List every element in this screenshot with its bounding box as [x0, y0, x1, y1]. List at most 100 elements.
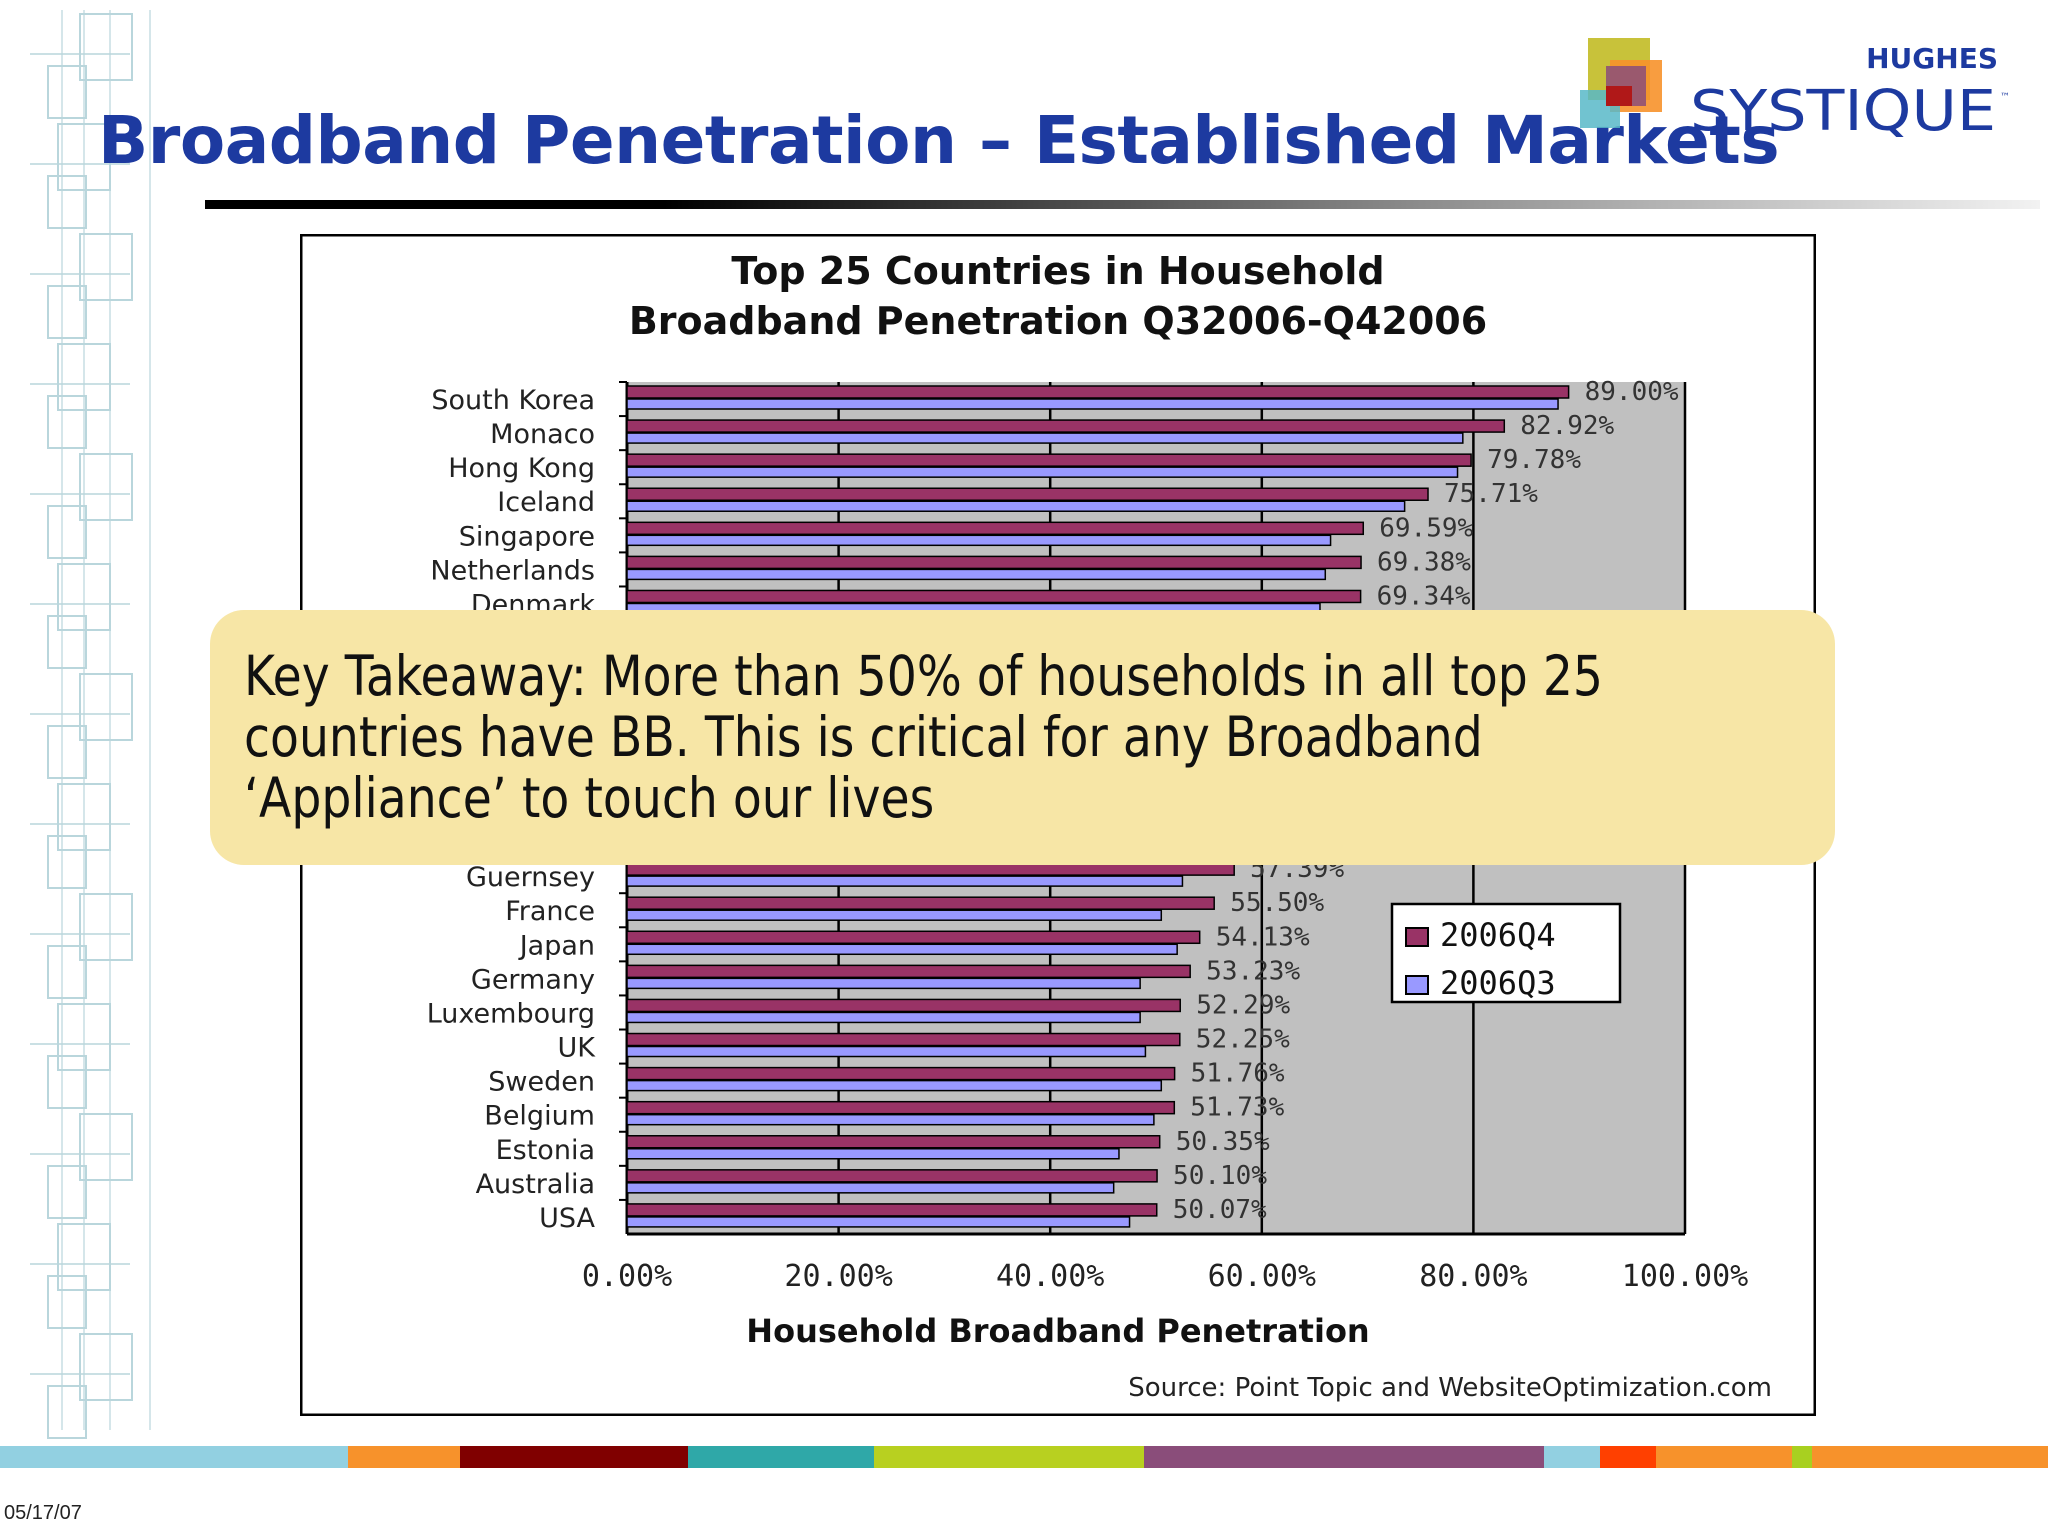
bar-2006q3 — [626, 1079, 1163, 1092]
stripe-segment — [1812, 1446, 2048, 1468]
legend-label: 2006Q3 — [1440, 964, 1556, 1002]
data-label: 55.50% — [1230, 888, 1324, 918]
data-label: 54.13% — [1216, 922, 1310, 952]
logo-top-text: HUGHES — [1866, 42, 1998, 75]
bar-2006q3 — [626, 909, 1163, 921]
bar-2006q4 — [626, 521, 1365, 536]
category-label: Guernsey — [466, 862, 595, 893]
deco-square — [79, 453, 133, 521]
bar-2006q3 — [626, 1182, 1115, 1194]
deco-square — [47, 725, 87, 779]
bar-2006q3 — [626, 875, 1184, 887]
deco-square — [47, 1275, 87, 1329]
chart-title-line: Broadband Penetration Q32006-Q42006 — [629, 299, 1487, 343]
category-label: Netherlands — [430, 555, 595, 586]
data-label: 51.73% — [1190, 1093, 1284, 1123]
category-label: Sweden — [488, 1067, 595, 1098]
deco-square — [79, 673, 133, 741]
data-label: 52.29% — [1196, 990, 1290, 1020]
x-tick-label: 20.00% — [784, 1259, 892, 1294]
x-tick-label: 80.00% — [1419, 1259, 1527, 1294]
legend-swatch — [1405, 927, 1429, 947]
category-label: Singapore — [459, 521, 595, 552]
category-label: Monaco — [490, 419, 595, 450]
footer-date: 05/17/07 — [4, 1502, 82, 1524]
legend-box — [1390, 902, 1622, 1004]
bar-2006q4 — [626, 930, 1201, 945]
bar-2006q4 — [626, 1135, 1161, 1149]
bar-2006q4 — [626, 589, 1362, 604]
bar-2006q3 — [626, 1113, 1155, 1126]
stripe-segment — [1656, 1446, 1792, 1468]
stripe-segment — [874, 1446, 1144, 1468]
deco-square — [47, 505, 87, 559]
bar-2006q3 — [626, 534, 1332, 547]
category-label: UK — [558, 1033, 597, 1064]
bar-2006q4 — [626, 1203, 1158, 1217]
bar-2006q4 — [626, 487, 1429, 501]
deco-square — [79, 13, 133, 81]
bar-2006q4 — [626, 1066, 1176, 1081]
bar-2006q3 — [626, 466, 1459, 478]
legend-label: 2006Q4 — [1440, 916, 1556, 954]
deco-square — [47, 285, 87, 339]
stripe-segment — [688, 1446, 874, 1468]
category-label: Luxembourg — [427, 998, 595, 1029]
data-label: 69.59% — [1379, 513, 1473, 543]
stripe-segment — [348, 1446, 460, 1468]
data-label: 53.23% — [1206, 956, 1300, 986]
chart-source: Source: Point Topic and WebsiteOptimizat… — [1128, 1373, 1772, 1403]
bar-2006q4 — [626, 1100, 1176, 1115]
stripe-segment — [1144, 1446, 1544, 1468]
bar-2006q3 — [626, 432, 1464, 444]
category-label: Belgium — [484, 1101, 595, 1132]
deco-square — [47, 175, 87, 229]
bar-2006q4 — [626, 1032, 1181, 1047]
bar-2006q3 — [626, 500, 1406, 512]
deco-square — [47, 65, 87, 119]
bar-2006q4 — [626, 896, 1215, 910]
data-label: 52.25% — [1196, 1025, 1290, 1055]
data-label: 50.10% — [1173, 1161, 1267, 1191]
x-tick-label: 60.00% — [1208, 1259, 1316, 1294]
bar-2006q3 — [626, 943, 1178, 956]
bar-2006q3 — [626, 1216, 1131, 1228]
category-label: USA — [539, 1203, 595, 1234]
stripe-segment — [0, 1446, 348, 1468]
key-takeaway-text: Key Takeaway: More than 50% of household… — [244, 644, 1604, 830]
bar-2006q3 — [626, 977, 1141, 990]
data-label: 89.00% — [1585, 377, 1679, 407]
stripe-segment — [1544, 1446, 1600, 1468]
bar-2006q4 — [626, 385, 1570, 399]
category-label: Japan — [518, 930, 595, 961]
deco-square — [47, 1165, 87, 1219]
data-label: 69.34% — [1377, 581, 1471, 611]
decorative-square-pattern — [30, 10, 151, 1439]
deco-square — [47, 835, 87, 889]
bar-2006q4 — [626, 453, 1472, 467]
data-label: 50.35% — [1176, 1127, 1270, 1157]
deco-square — [47, 395, 87, 449]
deco-square — [79, 233, 133, 301]
stripe-segment — [460, 1446, 688, 1468]
category-label: Iceland — [497, 487, 595, 518]
data-label: 82.92% — [1520, 411, 1614, 441]
bar-2006q4 — [626, 1169, 1158, 1183]
bar-2006q3 — [626, 398, 1559, 410]
category-label: Estonia — [496, 1135, 595, 1166]
stripe-segment — [1792, 1446, 1812, 1468]
x-tick-label: 0.00% — [582, 1259, 672, 1294]
x-tick-label: 100.00% — [1622, 1259, 1748, 1294]
stripe-segment — [1600, 1446, 1656, 1468]
category-label: France — [505, 896, 595, 927]
bar-2006q4 — [626, 555, 1362, 570]
hughes-systique-logo: HUGHES SYSTIQUE ™ — [1580, 38, 2010, 144]
data-label: 69.38% — [1377, 547, 1471, 577]
deco-square — [47, 615, 87, 669]
legend-swatch — [1405, 975, 1429, 995]
bar-2006q3 — [626, 568, 1327, 581]
category-label: South Korea — [431, 385, 595, 416]
key-takeaway-callout: Key Takeaway: More than 50% of household… — [210, 610, 1835, 865]
x-axis-title: Household Broadband Penetration — [746, 1312, 1369, 1350]
logo-bottom-text: SYSTIQUE — [1690, 79, 1996, 144]
